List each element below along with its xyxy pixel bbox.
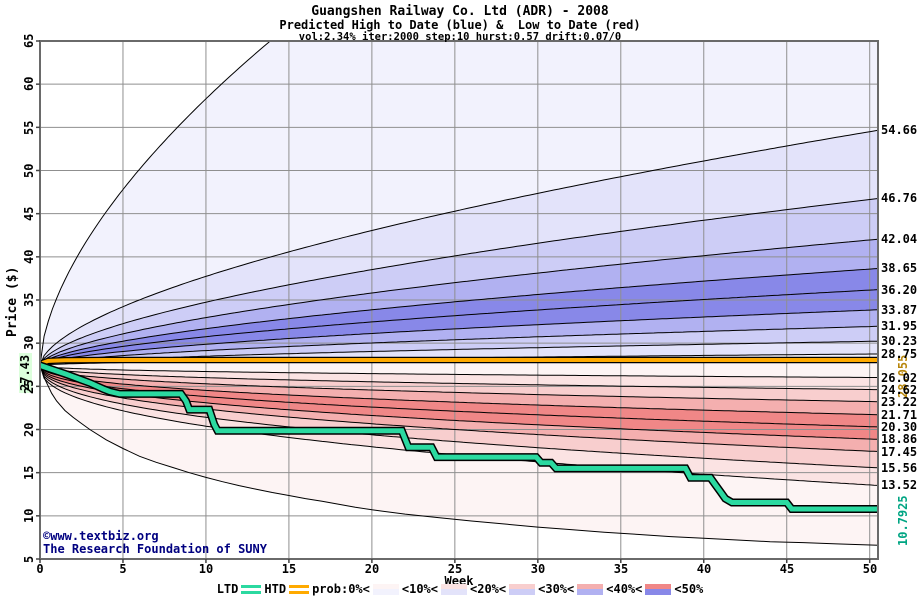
tick-marks bbox=[36, 40, 871, 563]
band-high-7 bbox=[40, 326, 878, 366]
legend-prob-swatch-3-high-color bbox=[577, 589, 604, 595]
legend-prob-swatch-2 bbox=[509, 583, 536, 595]
band-low-0 bbox=[40, 360, 878, 378]
legend-prob-swatch-3 bbox=[577, 583, 604, 595]
band-high-1 bbox=[40, 130, 878, 366]
legend-prob-swatch-2-low-color bbox=[509, 583, 536, 589]
legend-prob-swatch-4-high-color bbox=[645, 589, 672, 595]
legend-htd-label: HTD bbox=[264, 582, 287, 596]
contour-high bbox=[40, 238, 878, 366]
contour-high bbox=[40, 198, 878, 366]
contour-low bbox=[40, 365, 878, 440]
legend-prob-swatch-0 bbox=[372, 583, 399, 595]
band-high-6 bbox=[40, 309, 878, 366]
legend-prob-label-2: <20%< bbox=[470, 582, 507, 596]
legend-htd-swatch bbox=[289, 584, 310, 594]
legend-prob-swatch-3-low-color bbox=[577, 583, 604, 589]
band-high-0 bbox=[40, 41, 878, 366]
legend-prob-swatch-1 bbox=[441, 583, 467, 595]
legend-htd-swatch-bar bbox=[289, 590, 310, 594]
band-low-5 bbox=[40, 365, 878, 440]
band-low-4 bbox=[40, 365, 878, 427]
legend-htd-swatch-bar bbox=[289, 584, 310, 588]
band-high-4 bbox=[40, 268, 878, 366]
contour-high bbox=[40, 325, 878, 366]
legend-prob-swatch-4-low-color bbox=[645, 583, 672, 589]
contour-lines bbox=[40, 41, 878, 546]
legend-prob-swatch-1-low-color bbox=[441, 583, 467, 589]
ltd-line bbox=[40, 363, 878, 512]
actual-lines bbox=[40, 356, 878, 513]
legend-prob-swatch-2-high-color bbox=[509, 589, 536, 595]
legend-prob-label-0: prob:0%< bbox=[312, 582, 370, 596]
contour-low bbox=[40, 365, 878, 416]
contour-low bbox=[40, 365, 878, 403]
probability-bands bbox=[40, 41, 878, 546]
contour-high bbox=[40, 289, 878, 366]
band-low-8 bbox=[40, 365, 878, 486]
legend-prob-label-3: <30%< bbox=[538, 582, 575, 596]
legend-prob-swatch-0-low-color bbox=[372, 583, 399, 589]
legend-ltd-swatch-bar bbox=[241, 590, 262, 594]
legend: LTD HTD prob:0%< <10%< <20%< <30%< <40%< <50% bbox=[0, 582, 920, 596]
band-high-5 bbox=[40, 289, 878, 366]
legend-ltd-swatch-bar bbox=[241, 584, 262, 588]
contour-low bbox=[40, 364, 878, 391]
chart-parameters: vol:2.34% iter:2000 step:10 hurst:0.57 d… bbox=[298, 31, 622, 43]
legend-ltd-label: LTD bbox=[216, 582, 239, 596]
legend-prob-swatch-0-high-color bbox=[372, 589, 399, 595]
legend-prob-label-5: <50% bbox=[674, 582, 704, 596]
legend-ltd-swatch bbox=[241, 584, 262, 594]
chart-subtitle: Predicted High to Date (blue) & Low to D… bbox=[279, 18, 641, 32]
contour-high bbox=[40, 41, 271, 366]
contour-high bbox=[40, 268, 878, 366]
contour-high bbox=[40, 309, 878, 366]
chart-title: Guangshen Railway Co. Ltd (ADR) - 2008 bbox=[311, 4, 609, 19]
band-low-1 bbox=[40, 365, 878, 390]
legend-prob-label-4: <40%< bbox=[606, 582, 643, 596]
band-high-3 bbox=[40, 239, 878, 366]
legend-prob-swatch-1-high-color bbox=[441, 589, 467, 595]
band-low-3 bbox=[40, 365, 878, 415]
legend-prob-label-1: <10%< bbox=[401, 582, 438, 596]
contour-high bbox=[40, 129, 878, 366]
contour-low bbox=[40, 365, 878, 546]
legend-prob-swatch-4 bbox=[645, 583, 672, 595]
contour-low bbox=[40, 364, 878, 378]
contour-low bbox=[40, 365, 878, 452]
contour-low bbox=[40, 365, 878, 469]
